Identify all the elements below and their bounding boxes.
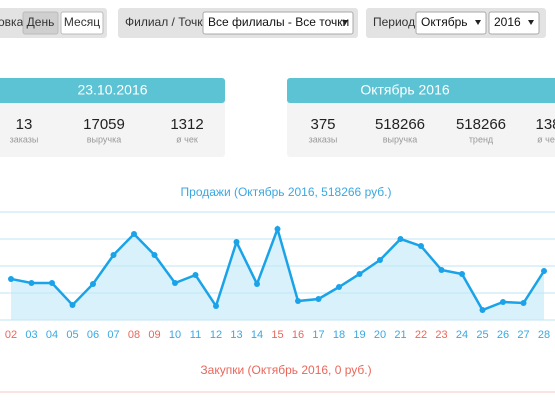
- x-tick-label: 12: [210, 329, 222, 341]
- point: [172, 280, 178, 287]
- x-tick-label: 06: [87, 329, 99, 341]
- stat-value: 13: [16, 116, 33, 133]
- view-button[interactable]: День: [27, 15, 55, 29]
- select-arrow: [528, 20, 534, 25]
- point: [397, 236, 404, 242]
- branch-label: Филиал / Точка: [125, 15, 210, 29]
- stat-label: заказы: [10, 134, 39, 144]
- point: [90, 280, 96, 287]
- x-tick-label: 13: [230, 329, 242, 341]
- point: [315, 295, 322, 302]
- point: [336, 284, 342, 291]
- x-tick-label: 24: [456, 329, 468, 341]
- stat-value: 138: [535, 116, 555, 133]
- stat-label: выручка: [87, 134, 121, 144]
- x-tick-label: 28: [538, 329, 550, 341]
- point: [69, 301, 76, 308]
- stat-label: ø чек: [537, 134, 555, 144]
- x-tick-label: 18: [333, 329, 345, 341]
- point: [213, 303, 219, 310]
- point: [233, 239, 240, 246]
- stat-label: ø чек: [176, 134, 198, 144]
- select-bg: [415, 11, 487, 35]
- purchases-title: Закупки (Октябрь 2016, 0 руб.): [200, 363, 371, 377]
- point: [377, 257, 383, 264]
- point: [192, 272, 199, 279]
- stat-value: 1312: [170, 116, 203, 133]
- point: [500, 299, 506, 306]
- x-tick-label: 23: [435, 329, 447, 341]
- point: [541, 268, 547, 275]
- view-button[interactable]: овка: [0, 15, 24, 29]
- x-tick-label: 27: [517, 329, 529, 341]
- point: [110, 251, 117, 258]
- x-tick-label: 16: [292, 329, 304, 341]
- point: [438, 266, 445, 273]
- select-arrow: [342, 20, 348, 25]
- stat-label: тренд: [469, 134, 494, 144]
- select-arrow: [475, 20, 481, 25]
- active-button-bg: [22, 11, 59, 35]
- x-tick-label: 26: [497, 329, 509, 341]
- x-tick-label: 11: [190, 329, 201, 341]
- x-tick-label: 08: [128, 329, 140, 341]
- point: [274, 226, 281, 233]
- card-header: [0, 78, 225, 103]
- x-tick-label: 09: [148, 329, 160, 341]
- stat-value: 518266: [375, 116, 425, 133]
- select-bg: [488, 11, 540, 35]
- x-tick-label: 15: [271, 329, 283, 341]
- stat-value: 375: [310, 116, 335, 133]
- card-title: 23.10.2016: [77, 82, 147, 98]
- point: [131, 230, 137, 237]
- x-tick-label: 05: [66, 329, 78, 341]
- point: [356, 270, 363, 277]
- area: [11, 229, 544, 320]
- stat-label: выручка: [383, 134, 417, 144]
- x-tick-label: 20: [374, 329, 386, 341]
- button-bg: [60, 11, 104, 35]
- point: [8, 275, 14, 282]
- card-title: Октябрь 2016: [360, 82, 450, 98]
- x-tick-label: 17: [312, 329, 324, 341]
- x-tick-label: 19: [353, 329, 365, 341]
- x-tick-label: 14: [251, 329, 263, 341]
- month-select[interactable]: Октябрь: [421, 15, 468, 29]
- period-label: Период: [373, 15, 415, 29]
- stat-value: 17059: [83, 116, 125, 133]
- stat-value: 518266: [456, 116, 506, 133]
- chart-title: Продажи (Октябрь 2016, 518266 руб.): [181, 185, 392, 199]
- x-tick-label: 10: [169, 329, 181, 341]
- card-header: [287, 78, 555, 103]
- point: [479, 307, 486, 314]
- x-tick-label: 22: [415, 329, 427, 341]
- x-tick-label: 21: [394, 329, 406, 341]
- select-bg: [202, 11, 354, 35]
- point: [418, 243, 424, 250]
- point: [49, 280, 55, 287]
- point: [151, 251, 158, 258]
- point: [28, 280, 35, 287]
- point: [295, 297, 301, 304]
- point: [520, 299, 527, 306]
- point: [254, 280, 260, 287]
- x-tick-label: 25: [476, 329, 488, 341]
- x-tick-label: 03: [25, 329, 37, 341]
- view-button[interactable]: Месяц: [64, 15, 100, 29]
- branch-select[interactable]: Все филиалы - Все точки: [208, 15, 349, 29]
- x-tick-label: 07: [107, 329, 119, 341]
- stat-label: заказы: [309, 134, 338, 144]
- point: [459, 270, 465, 277]
- year-select[interactable]: 2016: [494, 15, 521, 29]
- x-tick-label: 04: [46, 329, 58, 341]
- x-tick-label: 02: [5, 329, 17, 341]
